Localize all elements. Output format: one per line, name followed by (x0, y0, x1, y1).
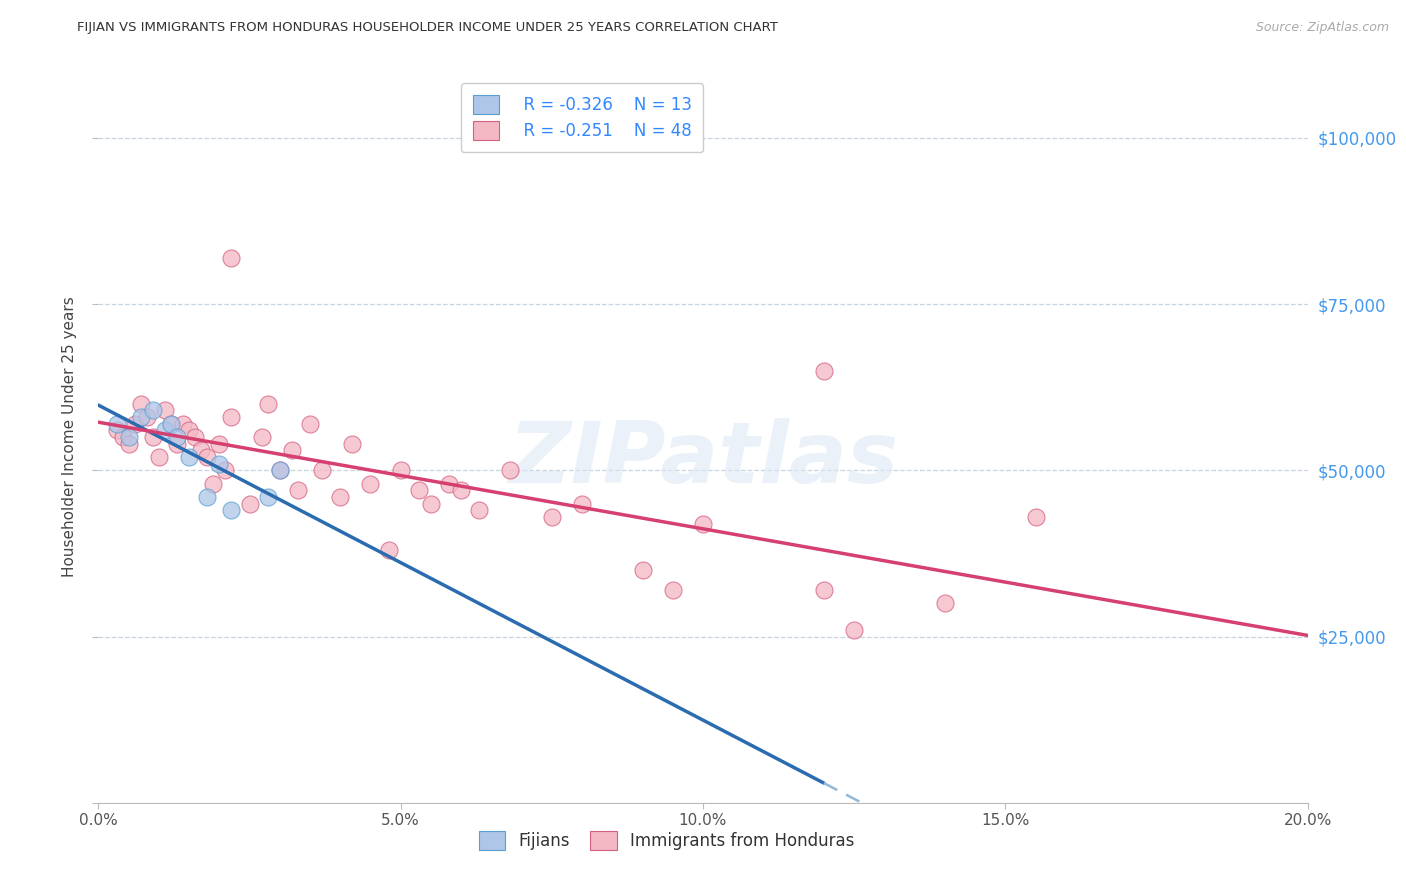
Point (129, 397, 152, 411)
Point (166, 436, 188, 450)
Point (160, 417, 183, 431)
Point (420, 497, 443, 511)
Text: ZIPatlas: ZIPatlas (508, 417, 898, 500)
Point (437, 476, 460, 491)
Point (118, 430, 141, 444)
Y-axis label: Householder Income Under 25 years: Householder Income Under 25 years (62, 297, 77, 577)
Point (179, 450, 201, 464)
Point (111, 430, 134, 444)
Point (256, 490, 278, 504)
Point (172, 417, 194, 431)
Point (129, 410, 152, 425)
Point (135, 410, 157, 425)
Point (221, 410, 243, 425)
Point (631, 563, 654, 577)
Point (377, 543, 399, 558)
Point (195, 490, 218, 504)
Point (269, 463, 291, 477)
Point (498, 463, 520, 477)
Point (408, 483, 430, 498)
Point (450, 483, 472, 498)
Point (153, 424, 176, 438)
Point (221, 503, 243, 517)
Point (184, 430, 207, 444)
Legend: Fijians, Immigrants from Honduras: Fijians, Immigrants from Honduras (472, 824, 862, 856)
Point (844, 623, 866, 637)
Point (661, 582, 683, 597)
Point (195, 450, 218, 464)
Point (166, 430, 188, 444)
Point (342, 436, 364, 450)
Point (142, 430, 165, 444)
Point (934, 596, 956, 610)
Point (256, 397, 278, 411)
Point (179, 424, 201, 438)
Point (813, 582, 835, 597)
Text: FIJIAN VS IMMIGRANTS FROM HONDURAS HOUSEHOLDER INCOME UNDER 25 YEARS CORRELATION: FIJIAN VS IMMIGRANTS FROM HONDURAS HOUSE… (77, 21, 778, 35)
Point (214, 463, 236, 477)
Point (1024, 509, 1046, 524)
Point (221, 251, 243, 265)
Point (250, 430, 273, 444)
Point (239, 497, 262, 511)
Point (105, 417, 128, 431)
Point (329, 490, 352, 504)
Point (142, 403, 165, 417)
Point (208, 436, 231, 450)
Point (124, 417, 146, 431)
Point (692, 516, 714, 531)
Point (190, 443, 212, 458)
Point (153, 403, 176, 417)
Point (299, 417, 322, 431)
Point (287, 483, 309, 498)
Point (813, 363, 835, 377)
Point (389, 463, 412, 477)
Point (540, 509, 562, 524)
Point (571, 497, 593, 511)
Point (281, 443, 304, 458)
Point (202, 476, 225, 491)
Point (269, 463, 291, 477)
Text: Source: ZipAtlas.com: Source: ZipAtlas.com (1256, 21, 1389, 35)
Point (160, 417, 183, 431)
Point (105, 424, 128, 438)
Point (360, 476, 382, 491)
Point (208, 457, 231, 471)
Point (468, 503, 491, 517)
Point (148, 450, 170, 464)
Point (311, 463, 333, 477)
Point (118, 436, 141, 450)
